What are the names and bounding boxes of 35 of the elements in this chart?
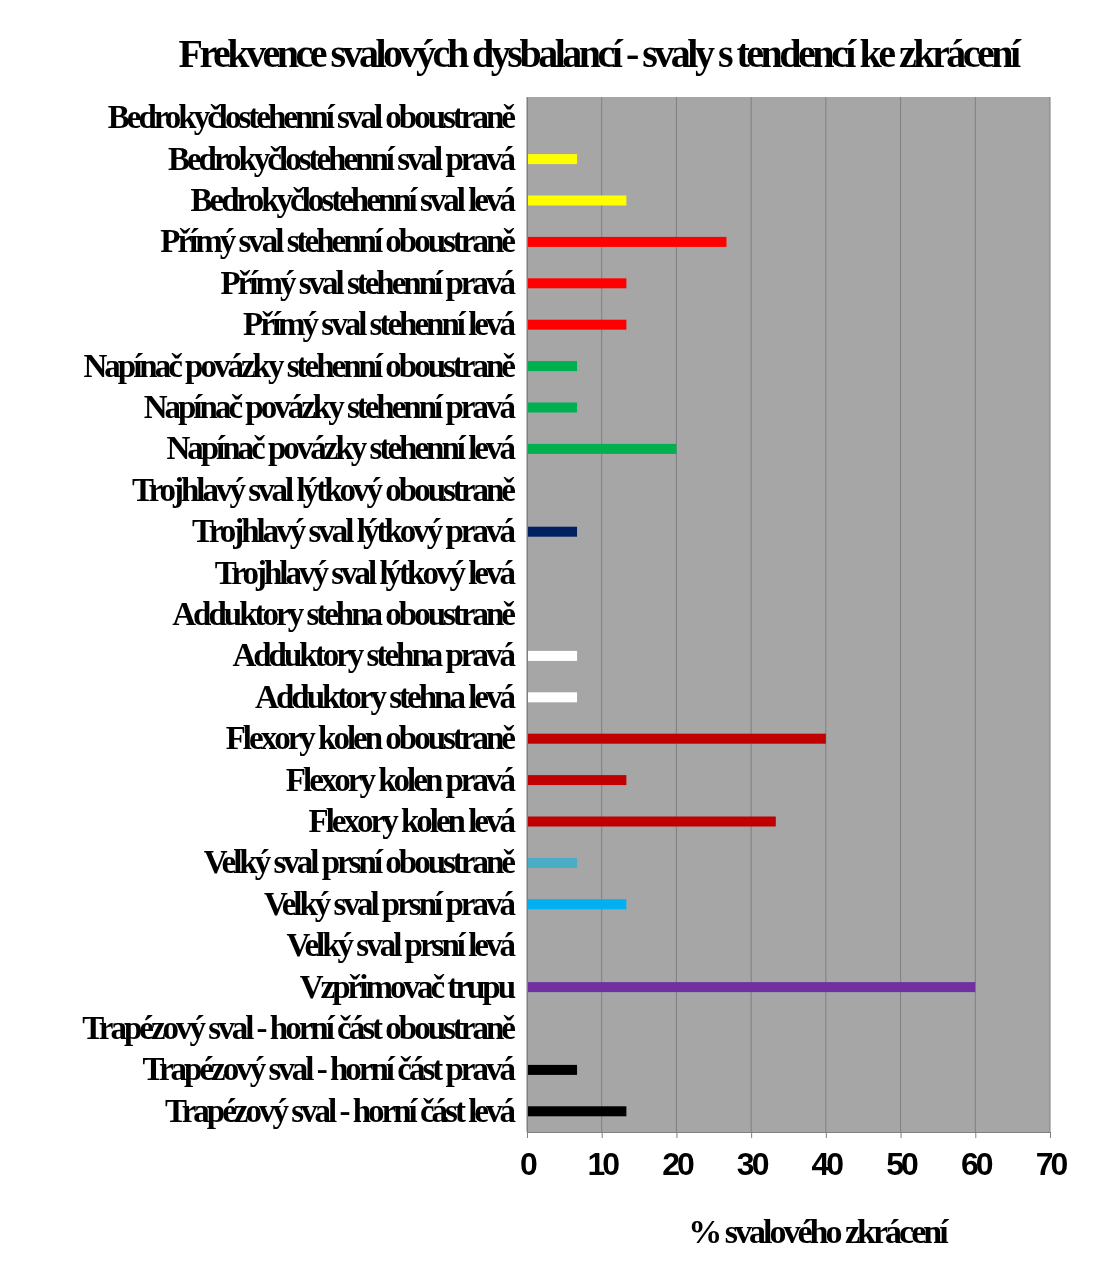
- y-tick-label: Velký sval prsní oboustraně: [203, 844, 516, 881]
- y-tick-label: Trapézový sval - horní část pravá: [142, 1051, 516, 1088]
- y-tick-label: Napínač povázky stehenní levá: [166, 430, 516, 467]
- y-tick-label: Vzpřimovač trupu: [299, 968, 516, 1005]
- x-tick-label: 50: [886, 1145, 919, 1182]
- y-tick-label: Přímý sval stehenní levá: [243, 306, 516, 343]
- y-tick-label: Velký sval prsní pravá: [263, 885, 516, 922]
- y-tick-label: Trojhlavý sval lýtkový oboustraně: [131, 471, 516, 508]
- y-tick-label: Trapézový sval - horní část levá: [165, 1092, 516, 1129]
- y-tick-label: Flexory kolen oboustraně: [225, 720, 516, 757]
- y-tick-label: Napínač povázky stehenní oboustraně: [83, 347, 516, 384]
- x-tick-label: 70: [1035, 1145, 1068, 1182]
- x-tick-label: 0: [520, 1145, 538, 1182]
- y-tick-label: Velký sval prsní levá: [286, 927, 516, 964]
- x-tick-label: 30: [736, 1145, 769, 1182]
- y-tick-label: Přímý sval stehenní oboustraně: [160, 223, 516, 260]
- x-tick-label: 40: [811, 1145, 844, 1182]
- y-tick-label: Trojhlavý sval lýtkový levá: [214, 554, 516, 591]
- y-tick-label: Trojhlavý sval lýtkový pravá: [192, 513, 516, 550]
- y-tick-label: Flexory kolen levá: [308, 803, 516, 840]
- y-tick-label: Trapézový sval - horní část oboustraně: [82, 1010, 516, 1047]
- y-tick-label: Adduktory stehna levá: [255, 678, 516, 715]
- x-tick-label: 60: [960, 1145, 993, 1182]
- x-tick-label: 20: [662, 1145, 694, 1182]
- y-tick-label: Flexory kolen pravá: [285, 761, 516, 798]
- y-tick-label: Adduktory stehna oboustraně: [172, 596, 516, 633]
- y-tick-label: Bedrokyčlostehenní sval levá: [190, 182, 516, 219]
- y-tick-label: Adduktory stehna pravá: [232, 637, 516, 674]
- y-tick-label: Napínač povázky stehenní pravá: [143, 389, 516, 426]
- y-tick-label: Bedrokyčlostehenní sval pravá: [167, 140, 516, 177]
- x-tick-label: 10: [587, 1145, 620, 1182]
- chart-title: Frekvence svalových dysbalancí - svaly s tendencí ke zkrácení: [178, 31, 1022, 76]
- y-tick-label: Přímý sval stehenní pravá: [220, 264, 516, 301]
- x-axis-title: % svalového zkrácení: [688, 1213, 950, 1250]
- y-tick-label: Bedrokyčlostehenní sval oboustraně: [107, 99, 516, 136]
